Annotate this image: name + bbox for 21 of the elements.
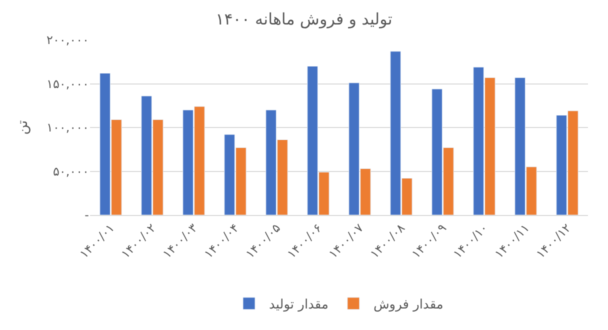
x-tick-label: ۱۴۰۰/۱۲ <box>534 220 574 261</box>
y-tick-label: - <box>84 208 89 222</box>
x-tick-label: ۱۴۰۰/۰۷ <box>326 220 367 261</box>
legend-label: مقدار تولید <box>269 298 328 313</box>
y-tick-label: ۲۰۰,۰۰۰ <box>46 33 89 48</box>
x-tick-label: ۱۴۰۰/۰۶ <box>284 220 325 261</box>
x-tick-label: ۱۴۰۰/۰۸ <box>368 220 408 261</box>
x-tick-label: ۱۴۰۰/۱۱ <box>492 220 532 261</box>
legend-label: مقدار فروش <box>373 298 444 313</box>
y-tick-label: ۱۰۰,۰۰۰ <box>46 120 89 135</box>
x-tick-label: ۱۴۰۰/۰۵ <box>243 220 284 261</box>
x-tick-label: ۱۴۰۰/۰۴ <box>202 220 242 261</box>
x-tick-label: ۱۴۰۰/۱۰ <box>450 220 491 261</box>
y-tick-label: ۵۰,۰۰۰ <box>52 164 89 178</box>
x-tick-label: ۱۴۰۰/۰۹ <box>409 220 450 261</box>
x-tick-label: ۱۴۰۰/۰۲ <box>118 220 159 261</box>
chart-title: تولید و فروش ماهانه ۱۴۰۰ <box>216 9 392 28</box>
x-tick-label: ۱۴۰۰/۰۳ <box>160 220 201 261</box>
x-tick-label: ۱۴۰۰/۰۱ <box>77 220 118 261</box>
y-tick-label: ۱۵۰,۰۰۰ <box>46 76 89 91</box>
y-axis-title: تن <box>15 120 32 135</box>
